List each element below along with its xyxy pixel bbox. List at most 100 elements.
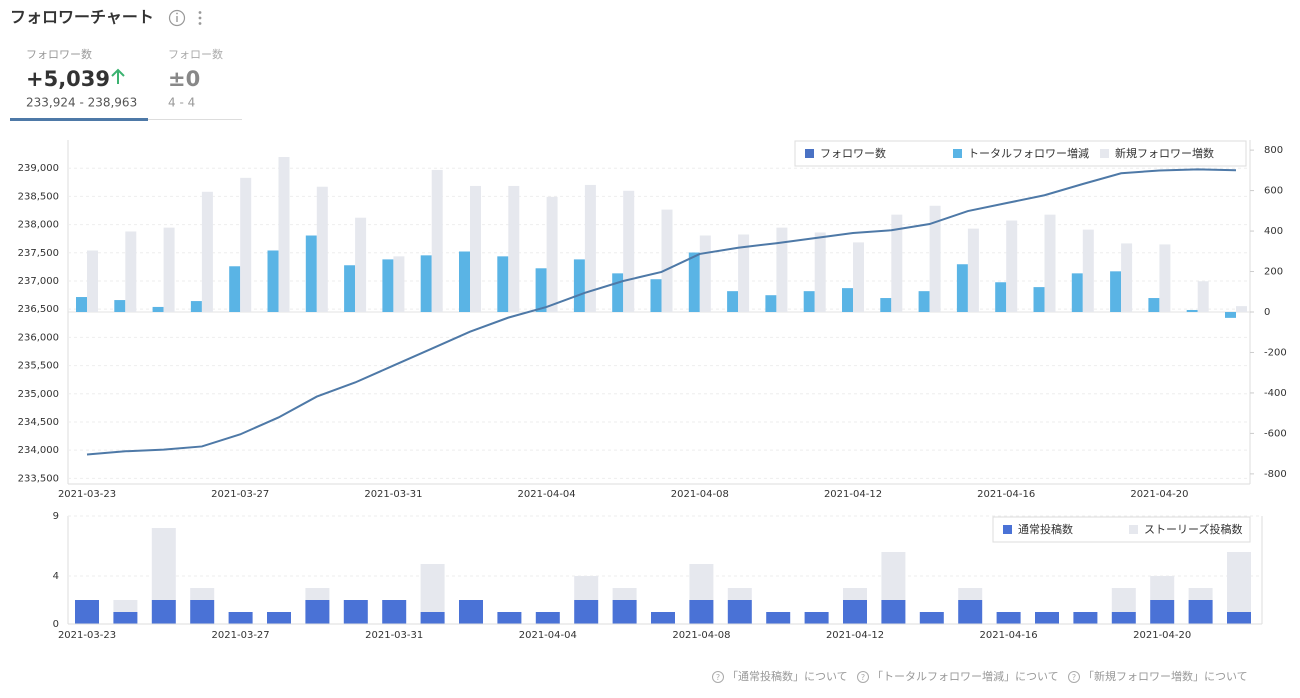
bar-segment	[727, 600, 752, 624]
bar	[1033, 287, 1045, 312]
help-icon	[1068, 671, 1080, 683]
footer-link-text: 「通常投稿数」について	[727, 669, 848, 683]
footer-link-text: 「トータルフォロワー増減」について	[872, 669, 1059, 683]
bar-segment	[535, 612, 560, 624]
bar-segment	[1227, 552, 1251, 612]
bar-segment	[382, 600, 407, 624]
bar-segment	[267, 612, 291, 624]
bar	[1148, 298, 1160, 312]
bar	[546, 196, 558, 312]
bar	[853, 242, 864, 312]
bar	[699, 235, 711, 312]
bar-segment	[151, 600, 176, 624]
bar	[87, 250, 98, 312]
bar	[420, 255, 432, 312]
footer-link[interactable]: ? 「通常投稿数」について	[712, 669, 848, 683]
y-tick-label: 236,500	[18, 304, 59, 315]
bar-segment	[420, 564, 445, 612]
y-tick-label: 0	[53, 619, 59, 630]
page-title: フォロワーチャート	[10, 8, 154, 27]
bar	[470, 185, 481, 312]
bar	[229, 266, 241, 312]
bar	[535, 268, 547, 312]
tab[interactable]: フォロー数 ±0 4 - 4	[168, 48, 223, 110]
y-tick-label: 238,000	[18, 220, 59, 231]
bar-segment	[689, 600, 714, 624]
bar	[1110, 271, 1122, 312]
bar-segment	[305, 600, 330, 624]
bar-segment	[1035, 612, 1059, 624]
bar-segment	[881, 600, 906, 624]
y-tick-label: 235,500	[18, 361, 59, 372]
bar	[125, 231, 137, 312]
y-tick-label: 233,500	[18, 473, 59, 484]
bar	[1071, 273, 1083, 312]
bar-segment	[1111, 612, 1136, 624]
legend-swatch	[953, 149, 962, 158]
y2-tick-label: 0	[1264, 307, 1270, 318]
bar-segment	[843, 600, 867, 624]
bar	[240, 177, 252, 312]
y-tick-label: 236,000	[18, 332, 59, 343]
x-tick-label: 2021-04-04	[518, 489, 576, 500]
bar	[278, 156, 290, 312]
x-tick-label: 2021-04-12	[824, 489, 882, 500]
bar-segment	[689, 564, 714, 600]
legend-swatch	[1003, 525, 1012, 534]
bar-segment	[1073, 612, 1098, 624]
x-tick-label: 2021-03-23	[58, 489, 116, 500]
footer-link[interactable]: ? 「新規フォロワー増数」について	[1068, 669, 1248, 683]
bar	[1121, 243, 1133, 312]
y-tick-label: 9	[53, 511, 59, 522]
bar	[584, 184, 596, 312]
y-tick-label: 4	[53, 571, 59, 582]
info-icon[interactable]	[168, 9, 186, 27]
bar-segment	[497, 612, 522, 624]
help-icon	[857, 671, 869, 683]
bar-segment	[958, 600, 983, 624]
y2-tick-label: 600	[1264, 186, 1283, 197]
tab[interactable]: フォロワー数 +5,039 233,924 - 238,963	[26, 48, 137, 110]
y2-tick-label: 800	[1264, 145, 1283, 156]
x-tick-label: 2021-04-20	[1130, 489, 1188, 500]
y2-tick-label: 200	[1264, 267, 1283, 278]
legend-swatch	[1129, 525, 1138, 534]
bar	[1197, 281, 1209, 312]
bar	[1236, 306, 1247, 312]
y2-tick-label: -600	[1264, 428, 1287, 439]
bar-segment	[113, 600, 138, 612]
x-tick-label: 2021-04-08	[671, 489, 729, 500]
tab-value: +5,039	[26, 67, 110, 91]
y-tick-label: 234,000	[18, 445, 59, 456]
y-tick-label: 235,000	[18, 389, 59, 400]
bar	[305, 235, 317, 312]
x-tick-label: 2021-03-31	[365, 630, 423, 641]
footer-link[interactable]: ? 「トータルフォロワー増減」について	[857, 669, 1059, 683]
bar-segment	[612, 600, 637, 624]
bar-segment	[612, 588, 637, 600]
bar-segment	[727, 588, 752, 600]
tab-range: 4 - 4	[168, 96, 195, 110]
bar	[623, 190, 635, 312]
help-icon-mark: ?	[861, 673, 865, 682]
footer-link-text: 「新規フォロワー増数」について	[1083, 669, 1248, 683]
bar	[316, 186, 328, 312]
menu-icon[interactable]	[198, 11, 202, 25]
bar	[929, 205, 941, 312]
x-tick-label: 2021-04-16	[980, 630, 1038, 641]
bar	[803, 291, 815, 312]
bar-segment	[190, 588, 215, 600]
x-tick-label: 2021-03-27	[211, 489, 269, 500]
bar	[267, 250, 279, 312]
bar	[842, 288, 853, 312]
legend-label: トータルフォロワー増減	[968, 146, 1089, 160]
tab-label: フォロワー数	[26, 48, 92, 61]
y-tick-label: 237,000	[18, 276, 59, 287]
y-tick-label: 234,500	[18, 417, 59, 428]
bar-segment	[1111, 588, 1136, 612]
bar-segment	[113, 612, 138, 624]
bar	[152, 306, 164, 312]
x-tick-label: 2021-04-16	[977, 489, 1035, 500]
legend-label: 新規フォロワー増数	[1115, 146, 1214, 160]
